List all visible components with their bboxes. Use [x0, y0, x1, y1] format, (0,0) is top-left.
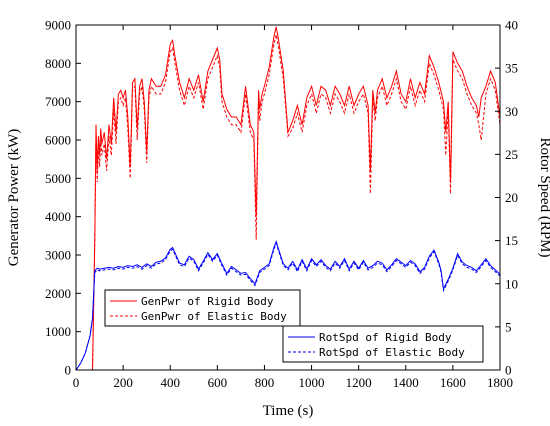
- y-right-tick-label: 0: [505, 363, 512, 378]
- x-tick-label: 1000: [299, 375, 325, 390]
- y-left-tick-label: 2000: [45, 286, 71, 301]
- x-tick-label: 600: [208, 375, 228, 390]
- y-right-tick-label: 15: [505, 233, 518, 248]
- x-axis-title: Time (s): [263, 403, 314, 419]
- y-left-tick-label: 9000: [45, 18, 71, 33]
- x-tick-label: 0: [73, 375, 80, 390]
- legend-label: RotSpd of Elastic Body: [319, 346, 465, 359]
- x-tick-label: 1600: [440, 375, 466, 390]
- x-tick-label: 200: [113, 375, 133, 390]
- y-left-tick-label: 8000: [45, 56, 71, 71]
- series-line-rotspd-of-rigid-body: [75, 239, 501, 371]
- legend-label: GenPwr of Rigid Body: [141, 295, 274, 308]
- y-right-tick-label: 5: [505, 319, 512, 334]
- series-line-genpwr-of-rigid-body: [76, 26, 501, 371]
- y-left-tick-label: 6000: [45, 133, 71, 148]
- x-tick-label: 400: [160, 375, 180, 390]
- y-left-tick-label: 3000: [45, 248, 71, 263]
- y-right-tick-label: 20: [505, 190, 518, 205]
- y-right-tick-label: 35: [505, 61, 518, 76]
- y-left-tick-label: 1000: [45, 324, 71, 339]
- series-line-rotspd-of-elastic-body: [75, 241, 501, 371]
- x-tick-label: 1200: [346, 375, 372, 390]
- x-tick-label: 1400: [393, 375, 419, 390]
- legend-layer: GenPwr of Rigid Body GenPwr of Elastic Bo…: [104, 289, 484, 363]
- y-left-tick-label: 4000: [45, 209, 71, 224]
- legend-box: [104, 289, 301, 327]
- y-right-tick-label: 30: [505, 104, 518, 119]
- y-left-tick-label: 5000: [45, 171, 71, 186]
- y-right-tick-label: 40: [505, 18, 518, 33]
- legend-label: RotSpd of Rigid Body: [319, 331, 452, 344]
- x-tick-label: 1800: [487, 375, 513, 390]
- y-axis-right-title: Rotor Speed (RPM): [537, 138, 550, 258]
- x-tick-label: 800: [255, 375, 275, 390]
- ticks-layer: 0 200 400 600 800 1000 1200 1400 1600 18000100020…: [45, 18, 518, 391]
- legend-box: [282, 325, 484, 363]
- series-layer: [75, 26, 501, 371]
- y-left-tick-label: 7000: [45, 94, 71, 109]
- y-axis-left-title: Generator Power (kW): [6, 129, 22, 266]
- y-right-tick-label: 25: [505, 147, 518, 162]
- y-left-tick-label: 0: [65, 363, 72, 378]
- series-line-genpwr-of-elastic-body: [76, 34, 501, 371]
- legend-label: GenPwr of Elastic Body: [141, 310, 287, 323]
- y-right-tick-label: 10: [505, 276, 518, 291]
